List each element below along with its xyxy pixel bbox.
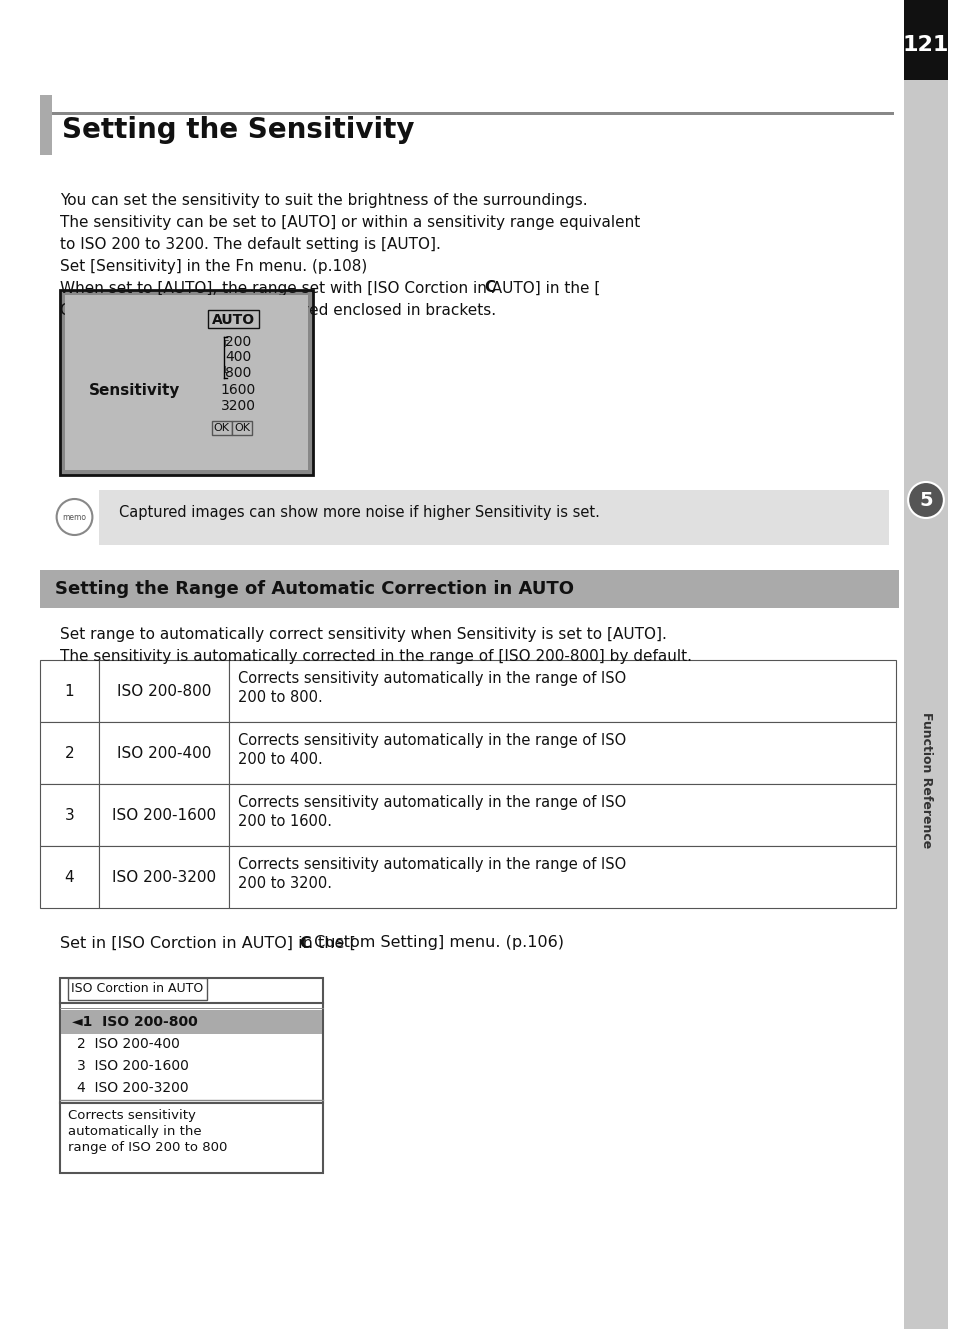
Text: 200 to 400.: 200 to 400. [238,752,323,768]
Text: Setting the Range of Automatic Correction in AUTO: Setting the Range of Automatic Correctio… [54,579,573,598]
Text: Corrects sensitivity automatically in the range of ISO: Corrects sensitivity automatically in th… [238,671,626,686]
Text: 1600: 1600 [220,383,255,397]
Text: 2  ISO 200-400: 2 ISO 200-400 [77,1037,180,1051]
Text: ISO 200-800: ISO 200-800 [116,683,211,699]
Bar [99,784,229,847]
Text: OK: OK [213,423,230,433]
Bar [40,112,893,116]
Bar [40,94,51,155]
Bar [65,295,308,470]
Text: Custom Setting] menu. (p.106): Custom Setting] menu. (p.106) [309,936,564,950]
Text: ◄1  ISO 200-800: ◄1 ISO 200-800 [71,1015,197,1029]
Text: Captured images can show more noise if higher Sensitivity is set.: Captured images can show more noise if h… [119,505,599,520]
Text: 200 to 1600.: 200 to 1600. [238,815,332,829]
Text: Sensitivity: Sensitivity [89,383,179,397]
Circle shape [56,498,92,536]
Text: Function Reference: Function Reference [919,712,931,848]
Text: to ISO 200 to 3200. The default setting is [AUTO].: to ISO 200 to 3200. The default setting … [59,237,440,251]
Text: automatically in the: automatically in the [68,1124,201,1138]
Bar [68,978,207,999]
Text: 3200: 3200 [221,399,255,413]
Bar [40,847,99,908]
Text: └: └ [221,368,228,377]
Bar [99,661,229,722]
Bar [99,722,229,784]
Bar [40,722,99,784]
Text: 4  ISO 200-3200: 4 ISO 200-3200 [77,1080,189,1095]
Bar [99,847,229,908]
Text: 3  ISO 200-1600: 3 ISO 200-1600 [77,1059,190,1073]
Text: ISO 200-1600: ISO 200-1600 [112,808,215,823]
Text: 121: 121 [902,35,948,54]
Bar [59,978,322,1174]
Bar [212,421,232,435]
Bar [229,847,895,908]
Bar [99,490,888,545]
Text: OK: OK [234,423,251,433]
Text: 200 to 3200.: 200 to 3200. [238,877,332,892]
Text: range of ISO 200 to 800: range of ISO 200 to 800 [68,1140,227,1154]
Text: memo: memo [63,513,87,521]
Text: 200 to 800.: 200 to 800. [238,691,323,706]
Text: 1: 1 [65,683,74,699]
Text: Custom Setting] menu is displayed enclosed in brackets.: Custom Setting] menu is displayed enclos… [59,303,496,318]
Text: The sensitivity can be set to [AUTO] or within a sensitivity range equivalent: The sensitivity can be set to [AUTO] or … [59,214,639,230]
Text: Set in [ISO Corction in AUTO] in the [: Set in [ISO Corction in AUTO] in the [ [59,936,355,950]
Text: ISO 200-400: ISO 200-400 [116,746,211,760]
Text: ISO Corction in AUTO: ISO Corction in AUTO [71,982,203,995]
Bar [903,0,947,80]
Text: C: C [483,280,495,295]
Bar [40,784,99,847]
Text: The sensitivity is automatically corrected in the range of [ISO 200-800] by defa: The sensitivity is automatically correct… [59,650,691,664]
Bar [229,784,895,847]
Bar [61,1010,321,1034]
Text: ISO 200-3200: ISO 200-3200 [112,869,215,885]
Text: You can set the sensitivity to suit the brightness of the surroundings.: You can set the sensitivity to suit the … [59,193,587,207]
Bar [59,290,313,474]
Bar [229,722,895,784]
FancyBboxPatch shape [208,310,259,328]
Bar [40,661,99,722]
Bar [40,570,899,607]
Text: 5: 5 [919,490,932,509]
Text: AUTO: AUTO [212,314,254,327]
Text: 3: 3 [65,808,74,823]
Bar [903,0,947,1329]
Text: 4: 4 [65,869,74,885]
Text: Corrects sensitivity automatically in the range of ISO: Corrects sensitivity automatically in th… [238,732,626,747]
Text: Set [Sensitivity] in the Fn menu. (p.108): Set [Sensitivity] in the Fn menu. (p.108… [59,259,367,274]
Text: Corrects sensitivity: Corrects sensitivity [68,1108,195,1122]
Text: When set to [AUTO], the range set with [ISO Corction in AUTO] in the [: When set to [AUTO], the range set with [… [59,280,599,295]
Bar [233,421,253,435]
Text: 800: 800 [225,365,252,380]
Text: Corrects sensitivity automatically in the range of ISO: Corrects sensitivity automatically in th… [238,795,626,809]
Text: 2: 2 [65,746,74,760]
Circle shape [907,482,943,518]
Text: ┌: ┌ [221,338,228,347]
Text: 400: 400 [225,350,252,364]
Bar [229,661,895,722]
Text: Set range to automatically correct sensitivity when Sensitivity is set to [AUTO]: Set range to automatically correct sensi… [59,627,666,642]
Text: Corrects sensitivity automatically in the range of ISO: Corrects sensitivity automatically in th… [238,856,626,872]
Text: C: C [299,936,311,950]
Text: 200: 200 [225,335,252,350]
Text: Setting the Sensitivity: Setting the Sensitivity [62,116,414,144]
